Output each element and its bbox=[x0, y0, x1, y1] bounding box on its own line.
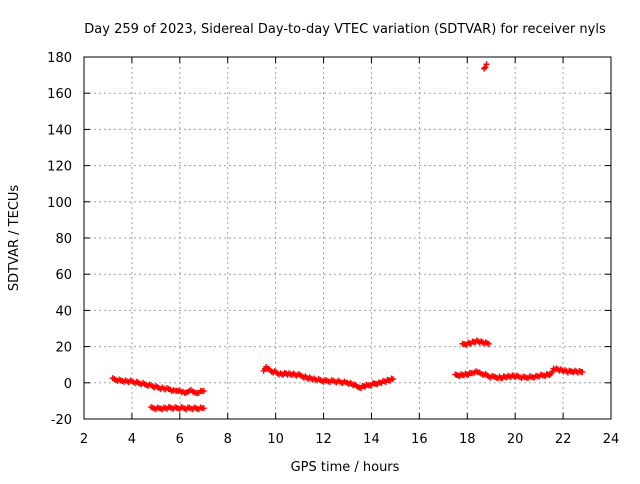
series-track-3 bbox=[260, 363, 397, 392]
y-tick-label: 0 bbox=[64, 377, 72, 392]
x-tick-label: 8 bbox=[224, 432, 232, 447]
grid bbox=[84, 57, 611, 419]
x-tick-label: 10 bbox=[267, 432, 284, 447]
series-track-4 bbox=[452, 365, 586, 382]
y-axis-title: SDTVAR / TECUs bbox=[7, 185, 22, 292]
x-tick-label: 2 bbox=[80, 432, 88, 447]
data-point bbox=[579, 368, 586, 375]
y-tick-label: 160 bbox=[47, 87, 72, 102]
x-tick-label: 4 bbox=[128, 432, 136, 447]
x-axis-title: GPS time / hours bbox=[291, 460, 400, 475]
data-point bbox=[200, 387, 207, 394]
x-tick-label: 6 bbox=[176, 432, 184, 447]
x-tick-label: 12 bbox=[315, 432, 332, 447]
data-point bbox=[485, 340, 492, 347]
y-tick-label: 140 bbox=[47, 123, 72, 138]
x-tick-label: 18 bbox=[459, 432, 476, 447]
x-tick-label: 22 bbox=[555, 432, 572, 447]
y-tick-label: 100 bbox=[47, 196, 72, 211]
data-layer bbox=[109, 61, 586, 413]
y-tick-label: 180 bbox=[47, 51, 72, 66]
y-tick-label: 80 bbox=[55, 232, 72, 247]
y-tick-label: 120 bbox=[47, 160, 72, 175]
chart-title: Day 259 of 2023, Sidereal Day-to-day VTE… bbox=[84, 22, 606, 37]
x-tick-label: 16 bbox=[411, 432, 428, 447]
series-track-1 bbox=[109, 375, 207, 397]
data-point bbox=[483, 61, 490, 68]
y-tick-label: 20 bbox=[55, 341, 72, 356]
series-track-6 bbox=[481, 61, 490, 72]
plot-frame bbox=[83, 56, 612, 420]
x-tick-label: 24 bbox=[603, 432, 620, 447]
data-point bbox=[482, 64, 489, 71]
y-tick-label: 60 bbox=[55, 268, 72, 283]
y-tick-label: -20 bbox=[51, 413, 72, 428]
x-tick-label: 20 bbox=[507, 432, 524, 447]
y-tick-label: 40 bbox=[55, 304, 72, 319]
data-point bbox=[390, 376, 397, 383]
data-point bbox=[200, 405, 207, 412]
ticks: 2 4 6 8 10 12 14 16 18 20 22 24-2002040608010012014… bbox=[47, 51, 619, 447]
series-track-2 bbox=[148, 404, 207, 413]
x-tick-label: 14 bbox=[363, 432, 380, 447]
series-track-5 bbox=[459, 337, 492, 348]
